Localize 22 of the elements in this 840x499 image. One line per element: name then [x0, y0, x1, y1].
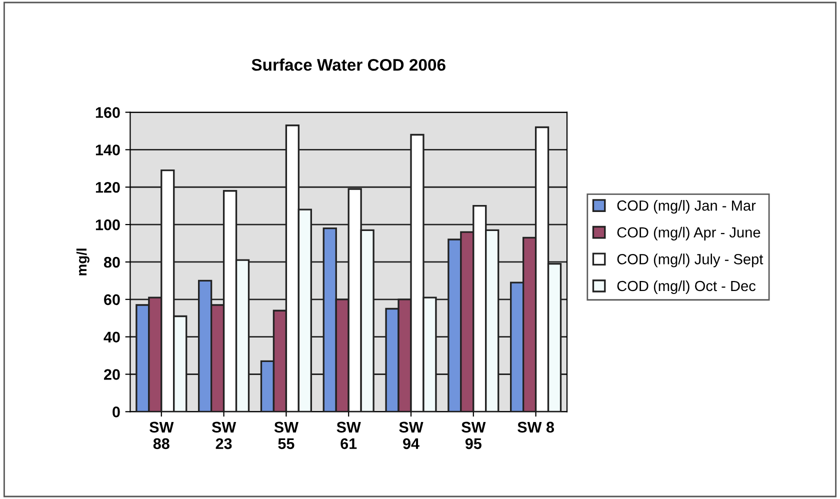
chart-title: Surface Water COD 2006 — [252, 58, 446, 71]
legend-label: COD (mg/l) Jan - Mar — [617, 200, 756, 214]
y-tick-label: 120 — [96, 182, 120, 193]
y-tick-label: 100 — [96, 219, 120, 230]
y-axis-title: mg/l — [76, 248, 90, 276]
y-tick-label: 40 — [104, 332, 120, 343]
y-tick-label: 0 — [112, 406, 120, 418]
legend-label: COD (mg/l) Apr - June — [617, 226, 760, 240]
legend-label: COD (mg/l) Oct - Dec — [617, 280, 756, 294]
x-tick-label: SW 94 — [399, 422, 424, 450]
legend-label: COD (mg/l) July - Sept — [617, 254, 764, 268]
y-tick-label: 160 — [96, 107, 120, 118]
y-tick-label: 80 — [104, 256, 120, 268]
x-tick-label: SW 8 — [518, 422, 554, 433]
y-tick-label: 20 — [104, 369, 120, 380]
x-tick-label: SW 55 — [274, 422, 298, 450]
y-tick-label: 140 — [96, 144, 120, 156]
x-tick-label: SW 61 — [336, 422, 361, 450]
y-tick-label: 60 — [104, 294, 120, 306]
x-tick-label: SW 88 — [150, 422, 174, 450]
x-tick-label: SW 23 — [212, 422, 236, 450]
x-tick-label: SW 95 — [462, 422, 486, 450]
